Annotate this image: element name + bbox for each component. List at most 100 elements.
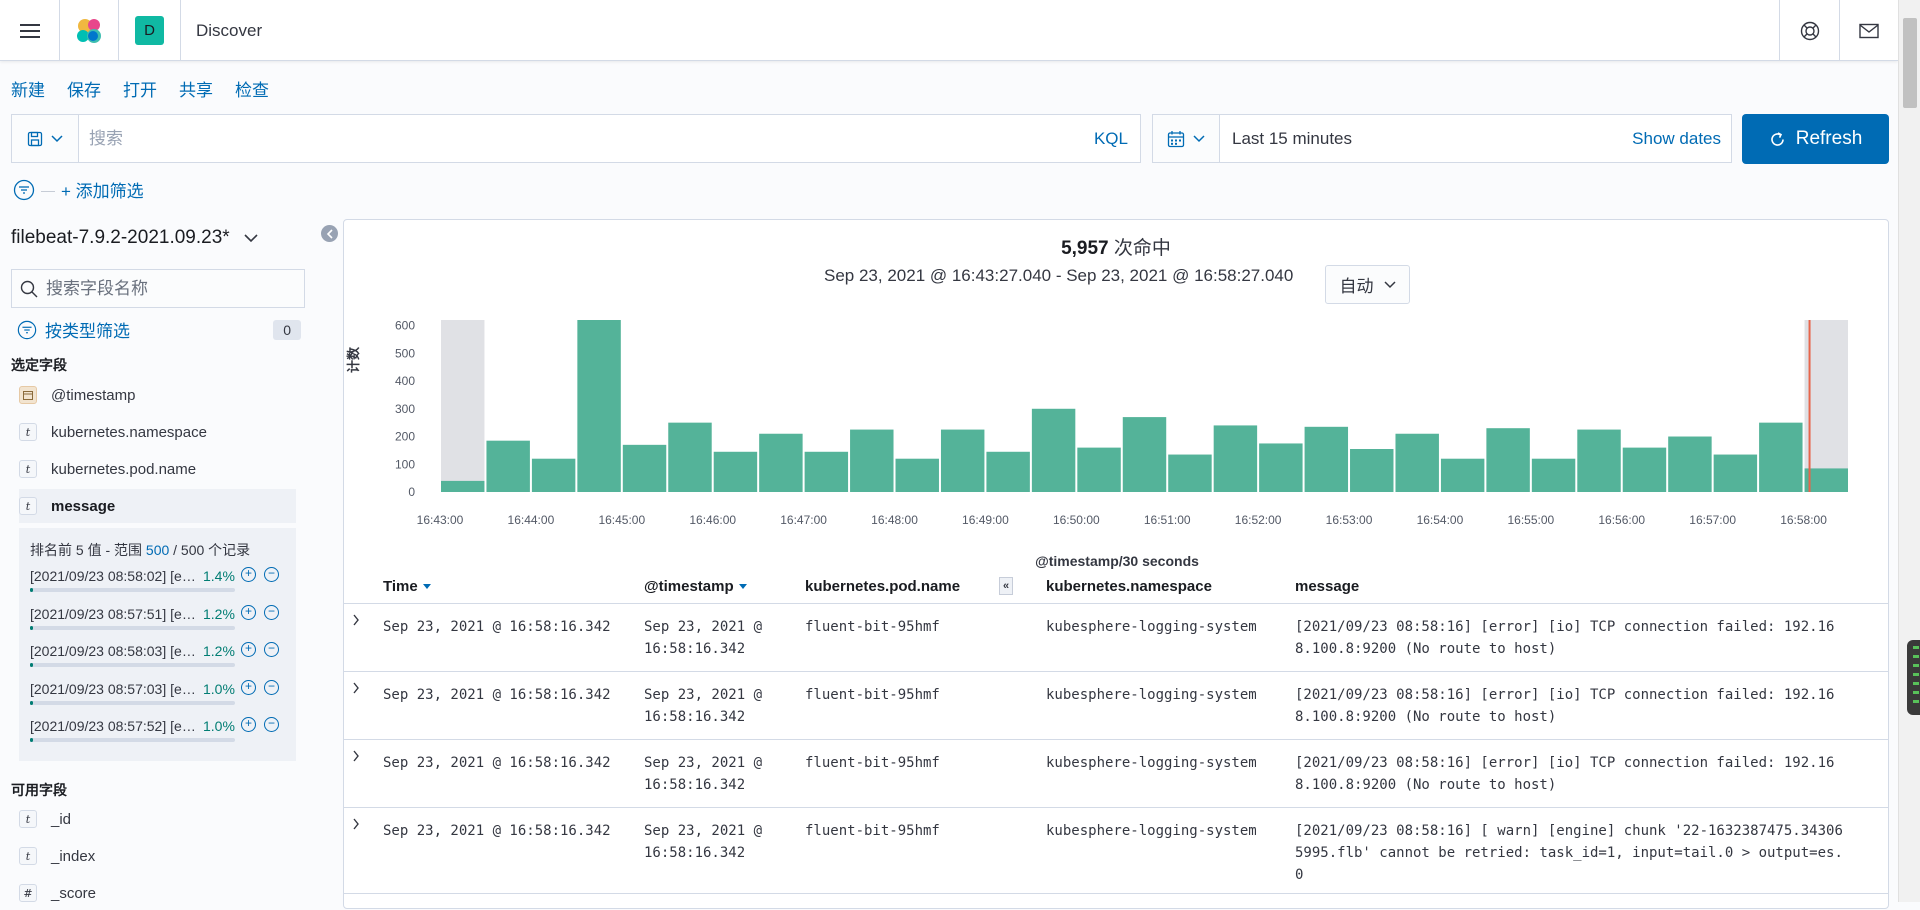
filter-out-value-icon[interactable]: −: [264, 642, 279, 657]
field-kubernetes-namespace[interactable]: t kubernetes.namespace: [19, 415, 295, 449]
newsfeed-button[interactable]: [1839, 0, 1898, 61]
time-range-label[interactable]: Last 15 minutes: [1232, 128, 1353, 148]
space-selector[interactable]: D: [119, 0, 181, 61]
histogram-bar[interactable]: [531, 458, 576, 492]
histogram-bar[interactable]: [986, 451, 1030, 492]
filter-for-value-icon[interactable]: +: [241, 679, 256, 695]
collapse-sidebar-button[interactable]: [321, 225, 338, 242]
filter-for-value-icon[interactable]: +: [241, 717, 256, 732]
histogram-bar[interactable]: [1668, 436, 1712, 492]
search-icon: [20, 280, 38, 297]
field-kubernetes-pod-name[interactable]: t kubernetes.pod.name: [19, 452, 295, 486]
histogram-bar[interactable]: [804, 451, 849, 492]
table-row[interactable]: Sep 23, 2021 @ 16:58:16.342 Sep 23, 2021 …: [344, 604, 1888, 672]
search-input[interactable]: [79, 115, 1082, 162]
filter-out-value-icon[interactable]: −: [264, 604, 279, 620]
histogram-bar[interactable]: [1804, 468, 1848, 492]
filter-for-value-icon[interactable]: +: [241, 642, 256, 657]
histogram-bar[interactable]: [1031, 408, 1076, 492]
histogram-bar[interactable]: [486, 440, 530, 492]
nav-open[interactable]: 打开: [123, 81, 157, 100]
histogram-bar[interactable]: [1259, 443, 1303, 492]
filter-out-value-icon[interactable]: −: [264, 567, 279, 582]
interval-select[interactable]: 自动: [1325, 265, 1410, 304]
nav-new[interactable]: 新建: [11, 81, 45, 100]
histogram-bar[interactable]: [1122, 417, 1167, 492]
column-header-message[interactable]: message: [1295, 568, 1359, 604]
top-value-label[interactable]: [2021/09/23 08:57:52] [error] [io]: [30, 718, 200, 734]
histogram-bar[interactable]: [1577, 429, 1621, 492]
top-value-label[interactable]: [2021/09/23 08:58:03] [error] [io]: [30, 643, 200, 659]
histogram-bar[interactable]: [1713, 454, 1758, 492]
index-pattern-selector[interactable]: filebeat-7.9.2-2021.09.23*: [11, 227, 258, 249]
top-value-label[interactable]: [2021/09/23 08:58:02] [error] [io]: [30, 568, 200, 584]
top-value-label[interactable]: [2021/09/23 08:57:51] [error] [io]: [30, 605, 200, 622]
table-row[interactable]: Sep 23, 2021 @ 16:58:16.342 Sep 23, 2021 …: [344, 672, 1888, 740]
show-dates-link[interactable]: Show dates: [1632, 128, 1721, 148]
add-filter-button[interactable]: + 添加筛选: [61, 182, 144, 201]
field-timestamp[interactable]: @timestamp: [19, 378, 295, 412]
histogram-bar[interactable]: [1759, 422, 1803, 492]
expand-row-chevron-icon[interactable]: [352, 614, 360, 630]
side-indicator: [1907, 640, 1920, 715]
histogram-bar[interactable]: [1531, 458, 1576, 492]
filter-for-value-icon[interactable]: +: [241, 567, 256, 582]
quick-select-button[interactable]: [1153, 115, 1220, 162]
table-row[interactable]: Sep 23, 2021 @ 16:58:16.342 Sep 23, 2021 …: [344, 808, 1888, 894]
histogram-bar[interactable]: [713, 451, 758, 492]
saved-query-button[interactable]: [12, 115, 79, 162]
column-header-pod-name[interactable]: kubernetes.pod.name: [805, 568, 960, 604]
histogram-bar[interactable]: [1304, 426, 1349, 492]
histogram-bar[interactable]: [895, 458, 939, 492]
sample-size-link[interactable]: 500: [145, 542, 170, 558]
refresh-button[interactable]: Refresh: [1742, 114, 1889, 164]
filter-by-type-button[interactable]: 按类型筛选 0: [17, 317, 301, 342]
histogram-bar[interactable]: [622, 444, 667, 492]
field-index[interactable]: t _index: [19, 839, 295, 873]
field-score[interactable]: # _score: [19, 876, 295, 910]
histogram-bar[interactable]: [759, 433, 803, 492]
menu-button[interactable]: [0, 0, 60, 61]
histogram-bar[interactable]: [940, 429, 985, 492]
column-header-timestamp[interactable]: @timestamp: [644, 568, 747, 604]
histogram-bar[interactable]: [577, 320, 621, 492]
column-header-time[interactable]: Time: [383, 568, 431, 604]
histogram-bar[interactable]: [1168, 454, 1212, 492]
histogram-bar[interactable]: [1622, 447, 1667, 492]
nav-share[interactable]: 共享: [179, 81, 213, 100]
top-value-label[interactable]: [2021/09/23 08:57:03] [error] [io]: [30, 680, 200, 697]
expand-row-chevron-icon[interactable]: [352, 818, 360, 834]
sort-desc-icon[interactable]: [738, 583, 747, 589]
field-message[interactable]: t message: [19, 489, 296, 523]
histogram-bar[interactable]: [1440, 458, 1485, 492]
histogram-bar[interactable]: [441, 480, 485, 492]
filter-out-value-icon[interactable]: −: [264, 717, 279, 732]
filter-out-value-icon[interactable]: −: [264, 679, 279, 695]
histogram-bar[interactable]: [1395, 433, 1439, 492]
histogram-bar[interactable]: [850, 429, 894, 492]
expand-row-chevron-icon[interactable]: [352, 682, 360, 698]
histogram-bar[interactable]: [1350, 449, 1394, 492]
kql-toggle[interactable]: KQL: [1093, 128, 1128, 148]
histogram-bar[interactable]: [1213, 425, 1258, 492]
filter-for-value-icon[interactable]: +: [241, 604, 256, 620]
cell-time: Sep 23, 2021 @ 16:58:16.342: [383, 619, 611, 635]
elastic-logo[interactable]: [60, 0, 119, 61]
field-id[interactable]: t _id: [19, 802, 295, 836]
nav-inspect[interactable]: 检查: [235, 81, 269, 100]
field-search-input[interactable]: [46, 278, 286, 299]
expand-row-chevron-icon[interactable]: [352, 750, 360, 766]
nav-save[interactable]: 保存: [67, 81, 101, 100]
filter-options-icon[interactable]: [13, 179, 35, 201]
table-row[interactable]: Sep 23, 2021 @ 16:58:16.342 Sep 23, 2021 …: [344, 740, 1888, 808]
sort-desc-icon[interactable]: [422, 583, 431, 589]
scrollbar-thumb[interactable]: [1903, 18, 1917, 108]
histogram-bar[interactable]: [1077, 447, 1121, 492]
histogram-chart[interactable]: 0 100 200 300 400 500 600 16:43:00 16:44:00 16:4…: [344, 312, 1890, 570]
histogram-bar[interactable]: [668, 422, 712, 492]
column-header-namespace[interactable]: kubernetes.namespace: [1046, 568, 1212, 604]
page-scrollbar[interactable]: [1898, 0, 1920, 902]
help-button[interactable]: [1779, 0, 1839, 61]
column-move-left[interactable]: «: [999, 568, 1013, 604]
histogram-bar[interactable]: [1486, 428, 1530, 492]
